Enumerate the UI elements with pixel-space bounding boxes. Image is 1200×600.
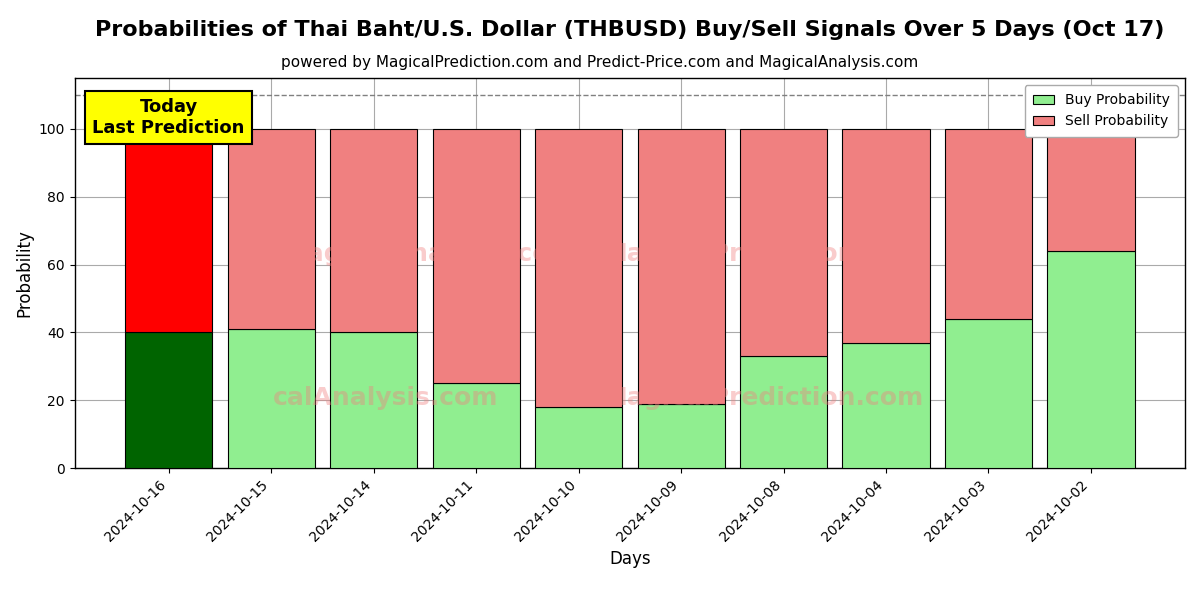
Bar — [740, 356, 827, 468]
Text: MagicalAnalysis.com: MagicalAnalysis.com — [283, 241, 577, 265]
Bar — [637, 404, 725, 468]
Bar — [125, 332, 212, 468]
Bar — [228, 129, 314, 329]
Text: Today
Last Prediction: Today Last Prediction — [92, 98, 245, 137]
Bar — [944, 129, 1032, 319]
Text: calAnalysis.com: calAnalysis.com — [272, 386, 498, 410]
Text: MagicalPrediction.com: MagicalPrediction.com — [602, 241, 924, 265]
Bar — [740, 129, 827, 356]
Bar — [432, 383, 520, 468]
Text: MagicalPrediction.com: MagicalPrediction.com — [602, 386, 924, 410]
Title: Probabilities of Thai Baht/U.S. Dollar (THBUSD) Buy/Sell Signals Over 5 Days (Oc: Probabilities of Thai Baht/U.S. Dollar (… — [95, 20, 1164, 40]
Bar — [432, 129, 520, 383]
Bar — [944, 319, 1032, 468]
Bar — [1048, 251, 1134, 468]
Bar — [842, 343, 930, 468]
Bar — [1048, 129, 1134, 251]
Bar — [125, 129, 212, 332]
Text: powered by MagicalPrediction.com and Predict-Price.com and MagicalAnalysis.com: powered by MagicalPrediction.com and Pre… — [281, 55, 919, 70]
Bar — [535, 129, 622, 407]
Bar — [535, 407, 622, 468]
Bar — [330, 332, 418, 468]
Y-axis label: Probability: Probability — [16, 229, 34, 317]
Bar — [330, 129, 418, 332]
Bar — [637, 129, 725, 404]
Bar — [228, 329, 314, 468]
Bar — [842, 129, 930, 343]
X-axis label: Days: Days — [610, 550, 650, 568]
Legend: Buy Probability, Sell Probability: Buy Probability, Sell Probability — [1025, 85, 1178, 137]
